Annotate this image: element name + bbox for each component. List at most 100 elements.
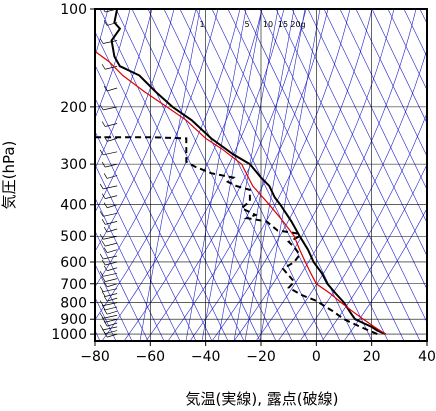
wind-barb — [103, 314, 118, 319]
dry-adiabat-line — [339, 9, 427, 191]
wind-barb-flag — [103, 247, 108, 253]
wind-barb — [107, 228, 118, 233]
moist-adiabat-line — [255, 9, 417, 341]
mixing-ratio-line — [233, 9, 295, 341]
parcel-profile-line — [95, 50, 386, 335]
wind-barb-flag — [101, 121, 106, 127]
wind-barb-flag — [101, 291, 106, 297]
wind-barb — [103, 235, 118, 240]
wind-barb — [107, 204, 118, 209]
moist-adiabat-line — [233, 9, 395, 341]
dry-adiabat-line — [291, 9, 427, 290]
temperature-profile-line — [110, 9, 386, 336]
wind-barb-flag — [103, 173, 108, 179]
dry-adiabat-line — [95, 64, 229, 341]
y-tick-label: 100 — [60, 2, 87, 18]
dry-adiabat-line — [95, 230, 149, 341]
dry-adiabat-line — [95, 97, 213, 341]
wind-barb — [103, 185, 118, 190]
wind-barb-flag — [103, 226, 108, 233]
dry-adiabat-line — [371, 9, 427, 124]
wind-barb — [103, 288, 118, 293]
x-tick-label: −80 — [80, 349, 110, 365]
wind-barb — [105, 293, 118, 297]
mixing-ratio-label: 20g — [290, 20, 305, 29]
wind-barb — [105, 242, 118, 247]
wind-barb — [105, 195, 118, 199]
moist-adiabat-line — [95, 9, 131, 119]
mixing-ratio-line — [185, 9, 247, 341]
dry-adiabat-line — [95, 263, 133, 341]
wind-barb — [105, 123, 118, 127]
dewpoint-profile-line — [95, 136, 378, 336]
wind-barb — [105, 330, 118, 334]
wind-barb-flag — [99, 38, 104, 44]
y-tick-label: 1000 — [51, 327, 87, 343]
wind-barb-flag — [101, 64, 106, 70]
wind-barb-flag — [99, 271, 104, 277]
y-tick-label: 600 — [60, 255, 87, 271]
wind-barb — [105, 221, 118, 225]
wind-barb-flag — [101, 259, 106, 266]
dry-adiabat-line — [95, 163, 181, 341]
wind-barb-flag — [101, 193, 106, 199]
moist-adiabat-line — [277, 48, 427, 341]
wind-barb-flag — [99, 211, 104, 217]
moist-adiabat-line — [95, 9, 197, 252]
mixing-ratio-line — [139, 9, 201, 341]
wind-barb — [103, 302, 118, 306]
wind-barb — [105, 163, 118, 168]
mixing-ratio-label: 5 — [244, 20, 249, 29]
x-tick-label: −40 — [191, 349, 221, 365]
wind-barb — [105, 261, 118, 266]
wind-barb — [107, 267, 118, 272]
mixing-ratio-label: 15 — [278, 20, 288, 29]
wind-barb-flag — [101, 161, 106, 168]
wind-barb-flag — [101, 304, 106, 311]
wind-barb — [105, 318, 118, 323]
y-tick-label: 500 — [60, 229, 87, 245]
mixing-ratio-label: 1 — [199, 20, 204, 29]
moist-adiabat-line — [95, 9, 153, 170]
dry-adiabat-line — [387, 9, 427, 91]
moist-adiabat-line — [211, 9, 373, 341]
wind-barb-flag — [99, 313, 104, 319]
dry-adiabat-line — [211, 9, 373, 341]
moist-adiabat-line — [299, 112, 427, 341]
dry-adiabat-line — [95, 197, 165, 341]
y-axis-title: 気圧(hPa) — [0, 141, 18, 210]
dry-adiabat-line — [355, 9, 427, 158]
mixing-ratio-line — [201, 9, 263, 341]
wind-barb — [107, 175, 118, 179]
y-tick-label: 800 — [60, 296, 87, 312]
wind-barb — [107, 87, 118, 92]
x-tick-label: 20 — [363, 349, 381, 365]
dry-adiabat-line — [115, 9, 277, 341]
wind-barb-flag — [99, 104, 104, 111]
mixing-ratio-line — [217, 9, 279, 341]
wind-barb-flag — [99, 149, 104, 156]
y-tick-label: 300 — [60, 157, 87, 173]
wind-barb — [107, 249, 118, 254]
moist-adiabat-line — [167, 9, 329, 341]
wind-barb-flag — [103, 20, 108, 26]
wind-barb — [103, 255, 118, 260]
wind-barb — [103, 151, 118, 156]
wind-barb — [103, 40, 118, 44]
wind-barb — [105, 65, 118, 70]
wind-barbs — [99, 9, 118, 338]
dry-adiabat-line — [147, 9, 309, 341]
wind-barb — [107, 297, 118, 302]
mixing-ratio-labels: 1 5 10 15 20g — [199, 20, 305, 29]
wind-barb-flag — [103, 265, 108, 271]
mixing-ratio-line — [259, 9, 321, 341]
wind-barb-flag — [101, 276, 106, 282]
mixing-ratio-line — [244, 9, 306, 341]
y-tick-label: 400 — [60, 198, 87, 214]
thermodynamic-background-lines — [95, 9, 427, 341]
x-tick-label: −60 — [136, 349, 166, 365]
wind-barb-flag — [99, 253, 104, 260]
dry-adiabat-line — [95, 130, 197, 341]
wind-barb-flag — [101, 240, 106, 247]
